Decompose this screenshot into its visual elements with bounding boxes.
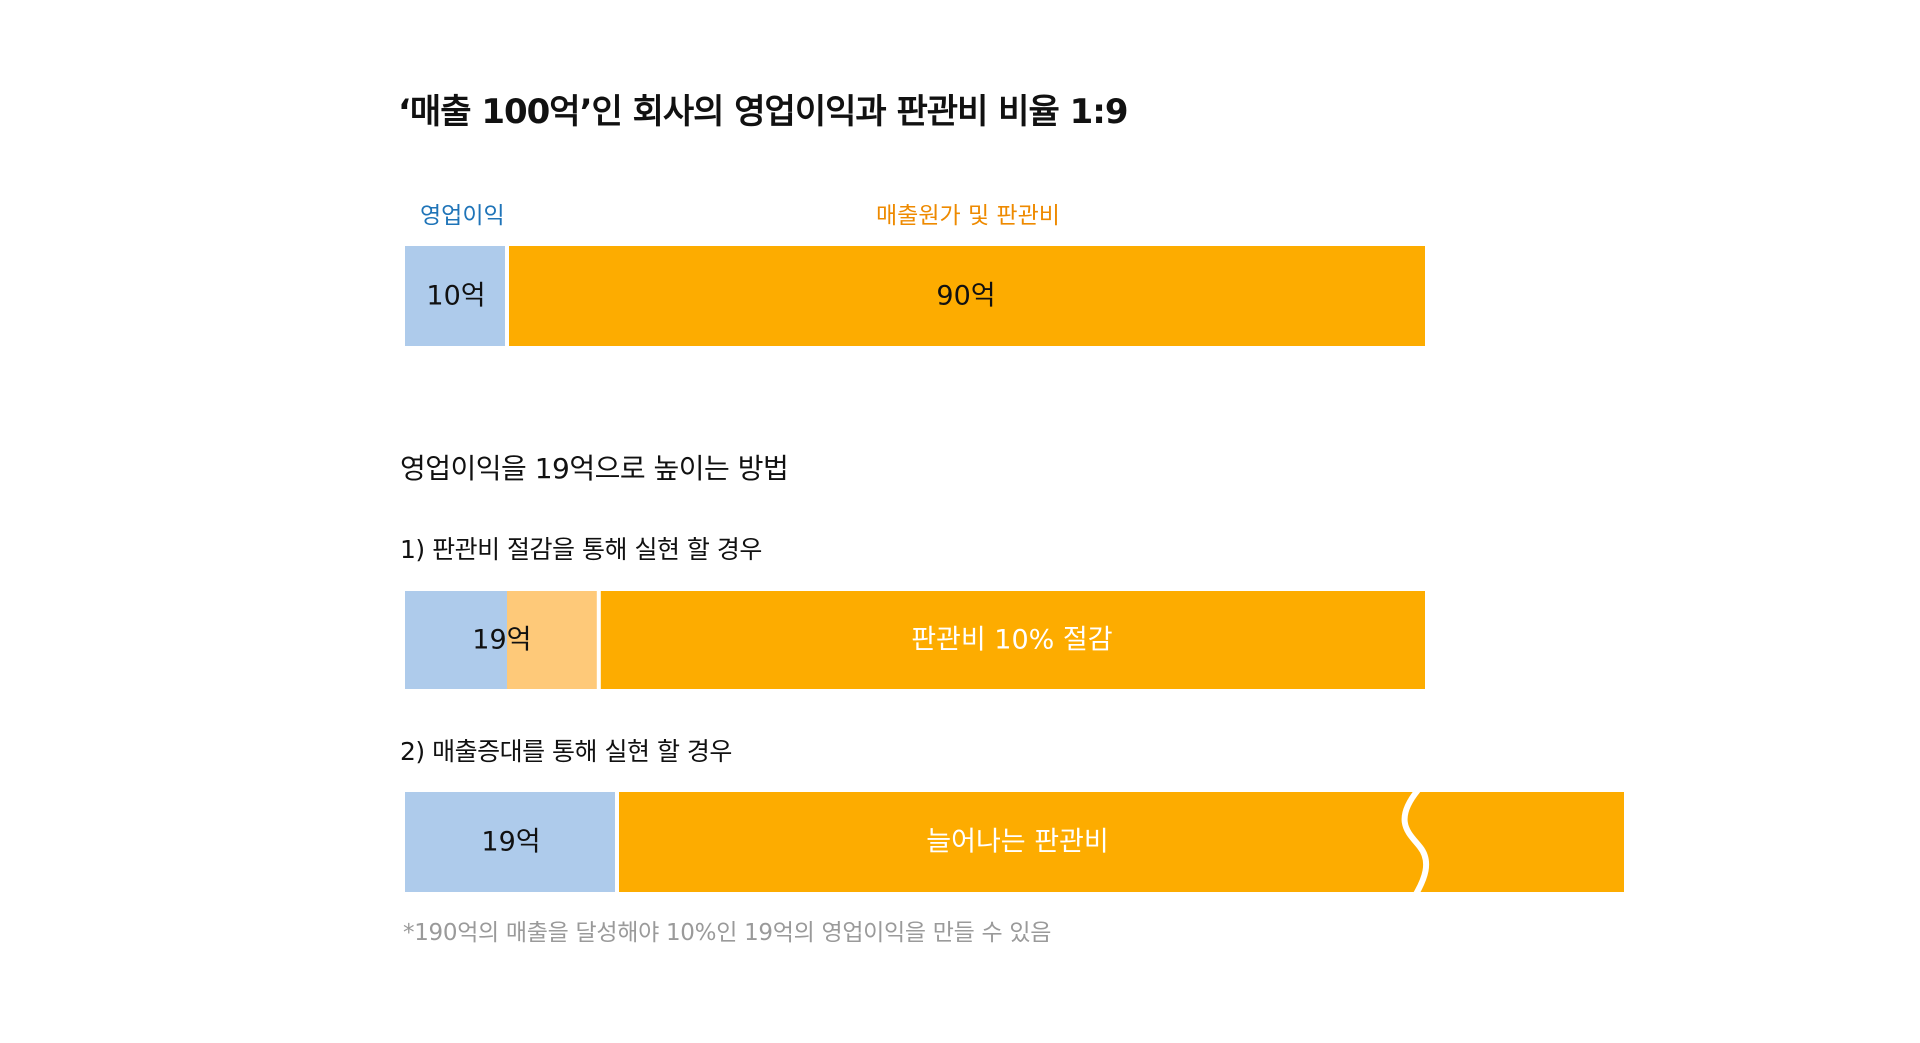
case2-title: 2) 매출증대를 통해 실현 할 경우 [400, 737, 732, 766]
method-title: 영업이익을 19억으로 높이는 방법 [400, 452, 789, 485]
bar1-label-cost: 90억 [936, 281, 995, 312]
bar2-segment-operating-profit [405, 591, 507, 689]
bar2-segment-saved-cost [507, 591, 599, 689]
bar3-segment-operating-profit [405, 792, 617, 892]
bar1-label-operating-profit: 10억 [426, 281, 485, 312]
bar2-label-cost: 판관비 10% 절감 [911, 625, 1112, 656]
chart-title: ‘매출 100억’인 회사의 영업이익과 판관비 비율 1:9 [398, 92, 1128, 132]
bar1-segment-operating-profit [405, 246, 507, 346]
footnote: *190억의 매출을 달성해야 10%인 19억의 영업이익을 만들 수 있음 [403, 920, 1052, 946]
bar3-label-operating-profit: 19억 [481, 827, 540, 858]
bar2-segment-cost [598, 591, 1425, 689]
legend-operating-profit: 영업이익 [420, 203, 505, 229]
bar3-label-cost: 늘어나는 판관비 [926, 827, 1108, 858]
legend-cost: 매출원가 및 판관비 [876, 203, 1060, 229]
bar3-segment-cost [617, 792, 1624, 892]
bar1-segment-cost [507, 246, 1425, 346]
bar3-axis-break [1401, 788, 1430, 896]
bar2-label-operating-profit: 19억 [472, 625, 531, 656]
case1-title: 1) 판관비 절감을 통해 실현 할 경우 [400, 535, 762, 564]
